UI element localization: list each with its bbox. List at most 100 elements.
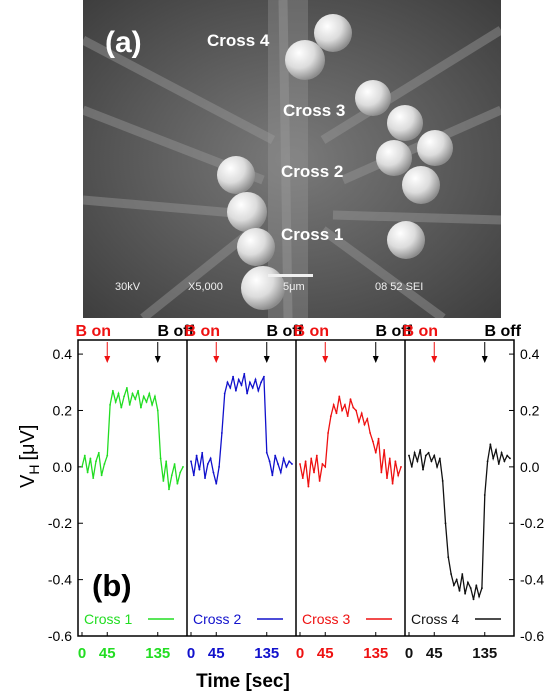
data-point bbox=[192, 474, 195, 477]
x-tick-label: 0 bbox=[187, 645, 195, 662]
b-on-arrowhead bbox=[322, 356, 329, 363]
cross-4-label: Cross 4 bbox=[207, 31, 270, 50]
data-point bbox=[394, 460, 397, 463]
panel-label-b: (b) bbox=[92, 568, 132, 603]
data-point bbox=[447, 556, 450, 558]
y-tick-label-left: -0.6 bbox=[48, 628, 72, 644]
data-point bbox=[461, 573, 464, 575]
data-point bbox=[100, 474, 103, 477]
legend-label-1: Cross 1 bbox=[84, 611, 132, 627]
y-tick-label-right: 0.4 bbox=[520, 346, 540, 362]
data-point bbox=[109, 403, 111, 406]
data-point bbox=[249, 381, 251, 384]
data-point bbox=[162, 480, 165, 482]
b-on-label: B on bbox=[293, 323, 329, 340]
data-point bbox=[500, 451, 503, 454]
data-point bbox=[151, 403, 154, 406]
data-point bbox=[386, 477, 388, 480]
series-line-3 bbox=[299, 396, 402, 487]
data-point bbox=[120, 406, 123, 409]
b-on-arrowhead bbox=[213, 356, 220, 363]
data-point bbox=[268, 460, 271, 463]
data-point bbox=[307, 485, 310, 488]
data-point bbox=[343, 403, 346, 406]
series-line-1 bbox=[81, 387, 184, 490]
b-off-arrowhead bbox=[372, 356, 379, 363]
data-point bbox=[497, 463, 500, 465]
b-on-label: B on bbox=[184, 323, 220, 340]
b-off-arrowhead bbox=[263, 356, 270, 363]
b-off-arrowhead bbox=[154, 356, 161, 363]
data-point bbox=[489, 443, 492, 446]
y-tick-label-right: -0.4 bbox=[520, 572, 544, 588]
legend-label-2: Cross 2 bbox=[193, 611, 241, 627]
chart-svg: 0.4 0.4 0.2 0.2 0.0 0.0 -0.2 -0.2 -0.4 -0.4 -0.6 -0… bbox=[17, 323, 544, 692]
data-point bbox=[455, 578, 458, 581]
data-point bbox=[260, 381, 263, 384]
data-point bbox=[338, 395, 341, 398]
y-axis-label-sub: H bbox=[26, 465, 42, 475]
data-point bbox=[168, 488, 170, 491]
data-point bbox=[335, 412, 338, 415]
data-point bbox=[137, 389, 140, 392]
data-point bbox=[410, 465, 413, 468]
data-point bbox=[103, 463, 106, 465]
data-point bbox=[324, 465, 327, 468]
data-point bbox=[173, 463, 176, 465]
data-point bbox=[92, 477, 95, 480]
data-point bbox=[165, 460, 168, 463]
b-off-arrowhead bbox=[481, 356, 488, 363]
data-point bbox=[274, 454, 277, 457]
data-point bbox=[475, 584, 478, 587]
data-point bbox=[131, 392, 134, 395]
x-tick-label: 135 bbox=[363, 645, 388, 662]
y-tick-label-right: 0.0 bbox=[520, 459, 540, 475]
data-point bbox=[486, 460, 489, 463]
data-point bbox=[232, 375, 234, 378]
b-off-label: B off bbox=[376, 323, 413, 340]
b-off-label: B off bbox=[158, 323, 195, 340]
data-point bbox=[419, 449, 422, 451]
data-point bbox=[201, 451, 204, 454]
sem-scale-text: 5μm bbox=[283, 281, 305, 293]
data-point bbox=[243, 372, 246, 375]
y-tick-label-right: -0.6 bbox=[520, 628, 544, 644]
x-tick-label: 0 bbox=[78, 645, 86, 662]
data-point bbox=[83, 454, 86, 457]
data-point bbox=[128, 403, 131, 406]
data-point bbox=[327, 432, 329, 434]
x-tick-label: 0 bbox=[296, 645, 304, 662]
data-point bbox=[304, 460, 307, 463]
x-tick-label: 45 bbox=[317, 645, 334, 662]
data-point bbox=[503, 460, 506, 463]
data-point bbox=[469, 587, 472, 589]
data-point bbox=[346, 415, 349, 418]
data-point bbox=[140, 406, 142, 409]
data-point bbox=[509, 457, 511, 460]
y-tick-label-left: -0.4 bbox=[48, 572, 72, 588]
sem-code: 08 52 SEI bbox=[375, 281, 423, 293]
data-point bbox=[408, 454, 410, 457]
data-point bbox=[369, 432, 372, 434]
data-point bbox=[204, 477, 206, 480]
data-point bbox=[111, 389, 114, 392]
y-axis-label: VH [μV] bbox=[17, 425, 42, 488]
data-point bbox=[355, 409, 358, 412]
data-point bbox=[458, 589, 461, 592]
data-point bbox=[95, 460, 97, 463]
data-point bbox=[452, 584, 455, 587]
y-tick-label-left: 0.0 bbox=[53, 459, 73, 475]
x-tick-label: 135 bbox=[254, 645, 279, 662]
legend-label-3: Cross 3 bbox=[302, 611, 350, 627]
data-point bbox=[145, 401, 148, 403]
scale-bar bbox=[268, 274, 313, 277]
hall-voltage-chart: 0.4 0.4 0.2 0.2 0.0 0.0 -0.2 -0.2 -0.4 -0.4 -0.6 -0… bbox=[0, 318, 556, 692]
x-tick-label: 45 bbox=[426, 645, 443, 662]
data-point bbox=[215, 482, 218, 485]
x-axis-label: Time [sec] bbox=[196, 671, 290, 692]
x-tick-label: 45 bbox=[208, 645, 225, 662]
y-tick-label-left: 0.2 bbox=[53, 402, 73, 418]
data-point bbox=[223, 392, 226, 395]
data-point bbox=[481, 587, 483, 589]
data-point bbox=[341, 409, 343, 412]
